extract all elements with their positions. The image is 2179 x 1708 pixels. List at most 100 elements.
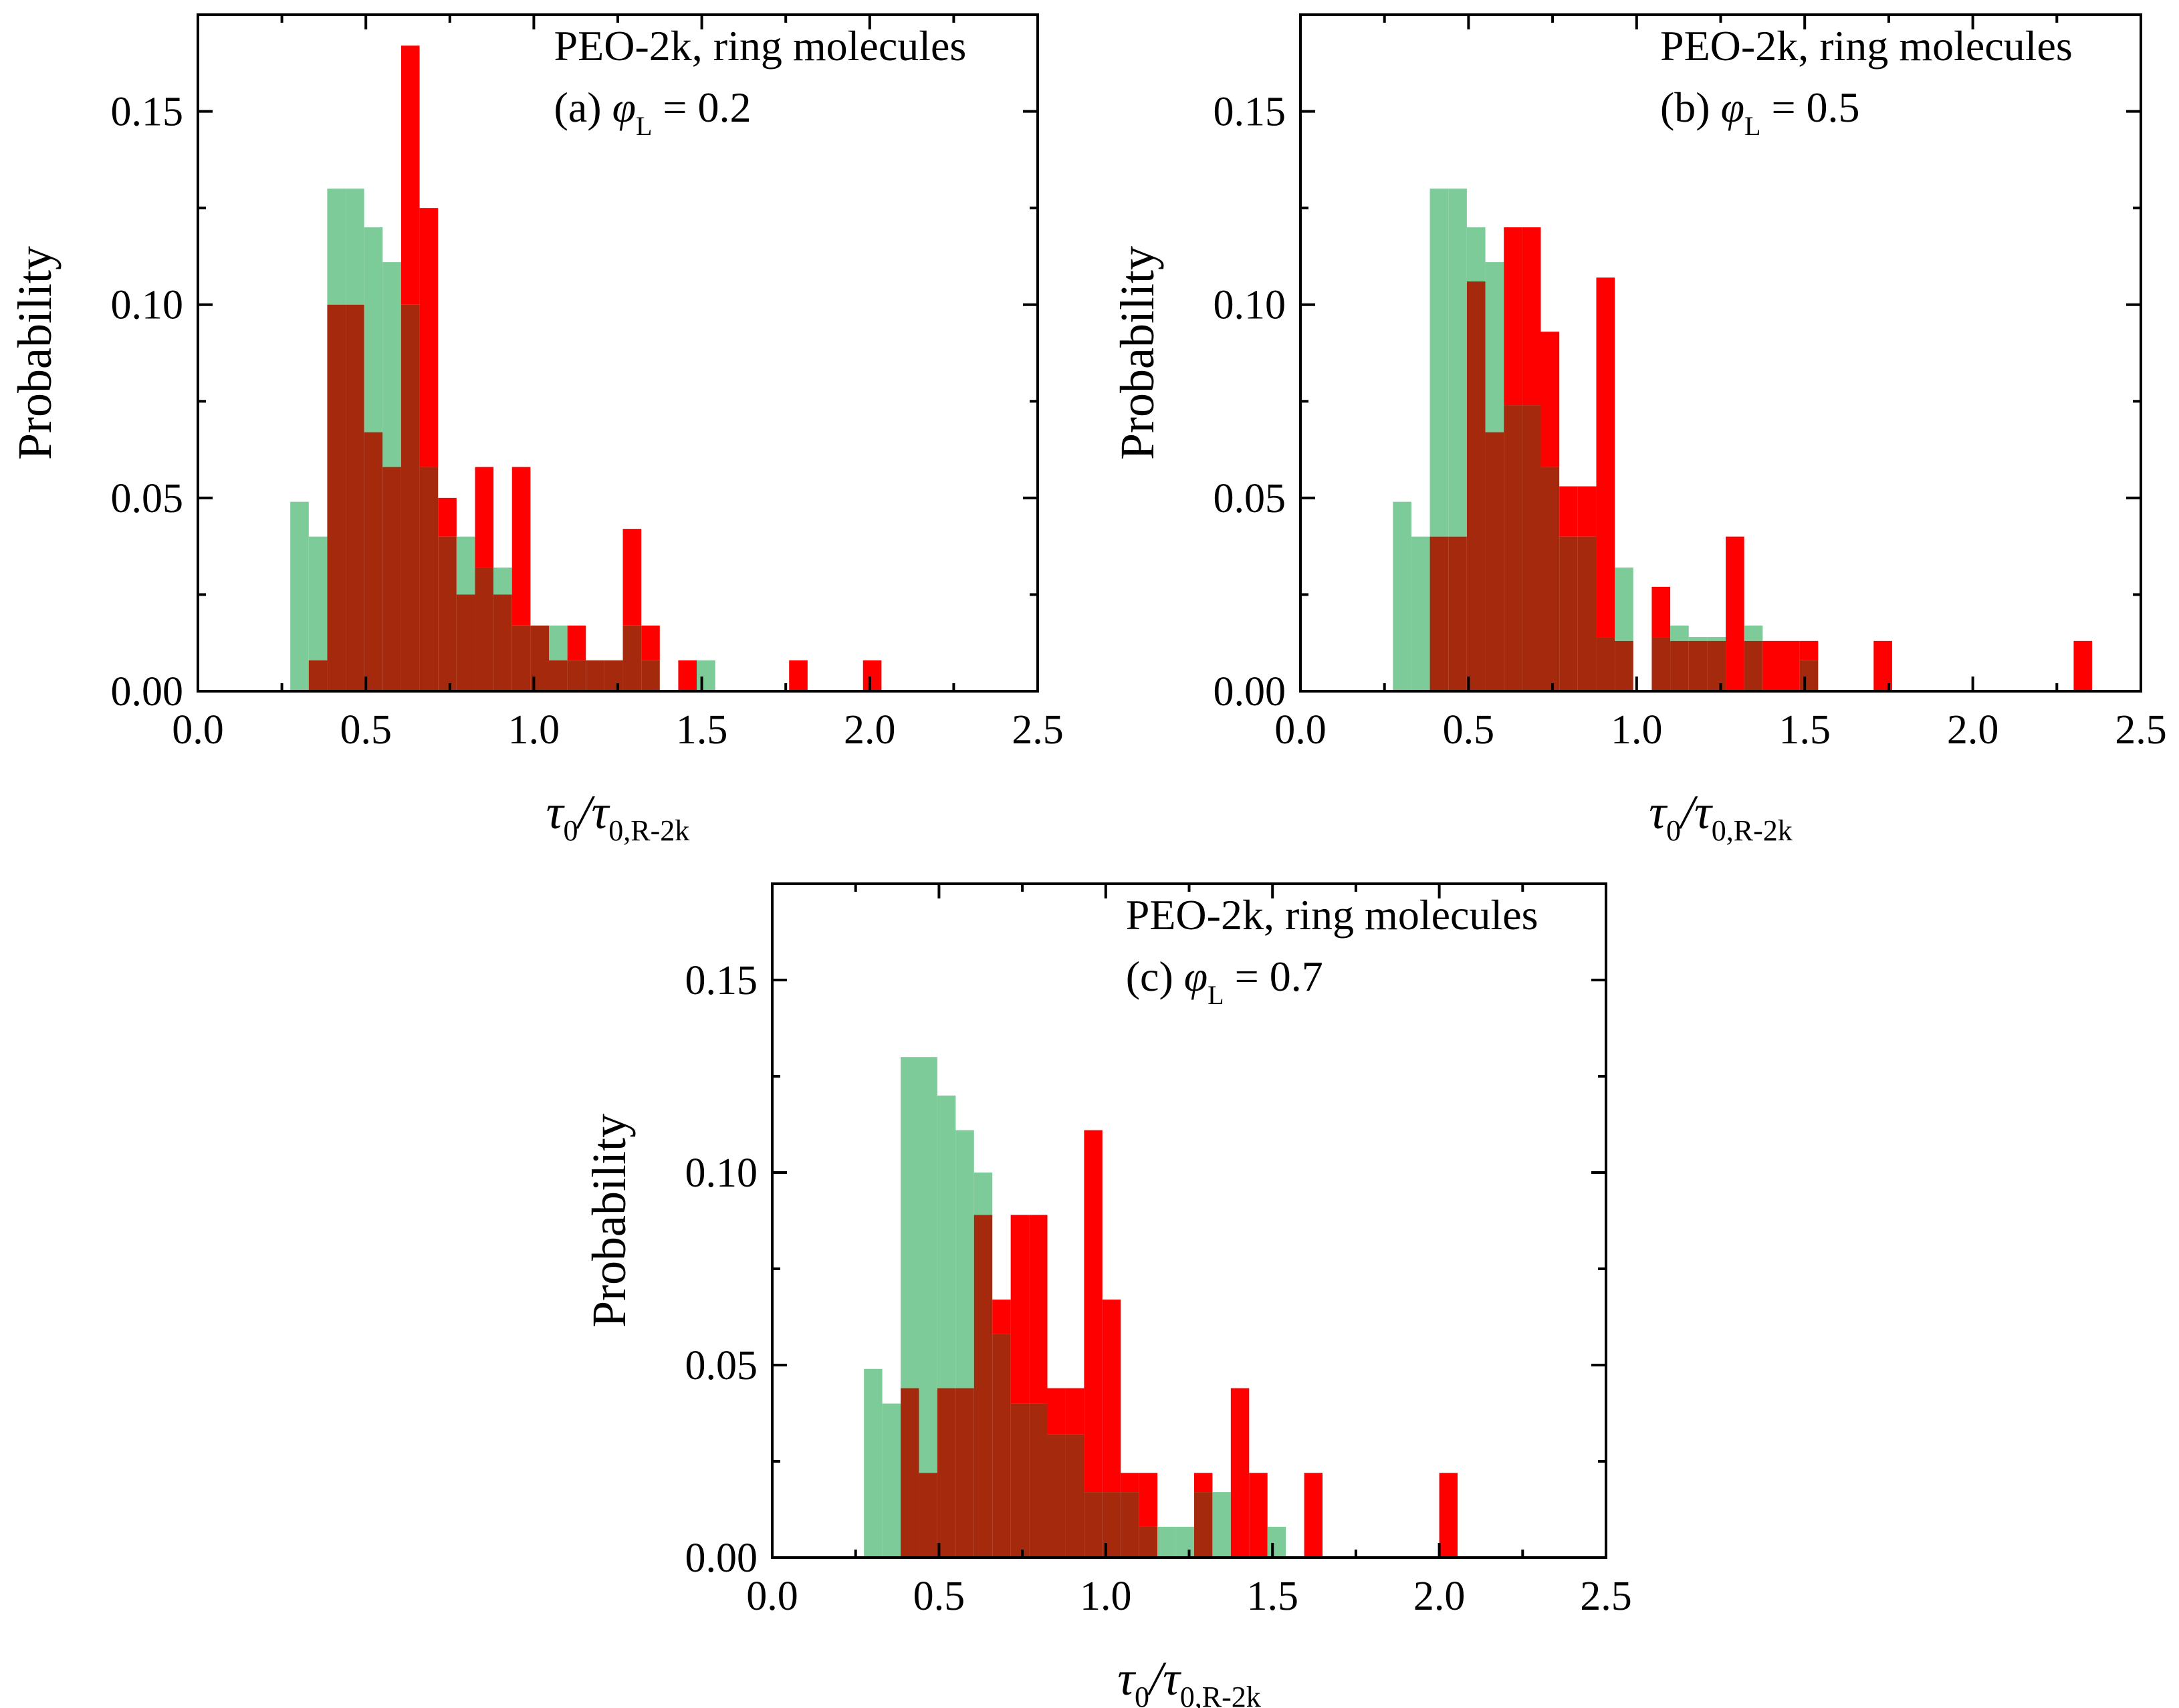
x-label-sub-ref: 0,R-2k: [1180, 1681, 1261, 1708]
bar-green: [1615, 567, 1633, 641]
bar-green: [456, 536, 475, 595]
x-tick-label: 2.5: [2115, 707, 2167, 753]
bar-overlap: [475, 567, 494, 691]
annotation-fraction: (b) φL = 0.5: [1660, 84, 1860, 141]
bar-red: [1439, 1473, 1458, 1558]
bar-overlap: [586, 660, 604, 691]
annotation-phi: φ: [1184, 953, 1208, 1000]
bar-green: [382, 262, 401, 467]
bar-overlap: [1429, 536, 1449, 691]
x-axis-label: τ0/τ0,R-2k: [1649, 785, 1793, 847]
bar-overlap: [1065, 1434, 1084, 1558]
bar-green: [1411, 536, 1430, 691]
x-label-tau: τ: [1649, 785, 1668, 839]
bar-overlap: [1688, 640, 1708, 691]
annotation-sub-l: L: [636, 111, 652, 141]
bar-red: [1540, 332, 1560, 467]
bar-red: [992, 1300, 1011, 1334]
bar-overlap: [456, 594, 475, 691]
annotation-title: PEO-2k, ring molecules: [554, 22, 967, 70]
bar-red: [678, 660, 697, 691]
bar-overlap: [346, 304, 364, 691]
bar-red: [1762, 640, 1782, 691]
bar-overlap: [955, 1388, 974, 1558]
bar-red: [1084, 1130, 1103, 1493]
annotation-panel-tag: (a): [554, 84, 612, 131]
y-tick-label: 0.05: [1214, 476, 1286, 521]
bar-overlap: [1744, 640, 1763, 691]
bar-overlap: [1707, 640, 1726, 691]
x-tick-label: 1.0: [508, 707, 560, 753]
y-tick-label: 0.00: [111, 669, 184, 715]
annotation-fraction: (a) φL = 0.2: [554, 84, 752, 141]
bar-red: [1781, 640, 1800, 691]
bar-overlap: [1047, 1434, 1066, 1558]
x-tick-label: 0.0: [172, 707, 224, 753]
x-axis-label: τ0/τ0,R-2k: [1117, 1652, 1261, 1708]
annotation-sub-l: L: [1208, 980, 1224, 1010]
x-label-sub-0: 0: [1666, 814, 1681, 847]
annotation-panel-tag: (c): [1126, 953, 1184, 1000]
bar-green: [308, 536, 328, 660]
x-tick-label: 2.5: [1580, 1574, 1632, 1619]
bar-green: [1670, 625, 1689, 641]
annotation-value: = 0.5: [1760, 84, 1859, 131]
bar-green: [937, 1095, 956, 1388]
y-axis-label: Probability: [582, 1114, 636, 1328]
bar-green: [1707, 637, 1726, 641]
bar-green: [1157, 1526, 1176, 1558]
annotation-sub-l: L: [1744, 111, 1760, 141]
bar-red: [1596, 277, 1615, 638]
bar-overlap: [1651, 637, 1671, 691]
y-tick-label: 0.10: [111, 283, 184, 328]
annotation-panel-tag: (b): [1660, 84, 1721, 131]
bar-overlap: [382, 467, 401, 691]
x-tick-label: 2.0: [1947, 707, 1999, 753]
y-axis-label: Probability: [8, 246, 62, 460]
bar-red: [1304, 1473, 1323, 1558]
bar-green: [364, 227, 383, 433]
bar-red: [1139, 1473, 1158, 1527]
bar-green: [1175, 1526, 1194, 1558]
x-tick-label: 1.0: [1080, 1574, 1132, 1619]
bar-red: [1559, 486, 1578, 537]
bar-green: [973, 1173, 993, 1215]
panel-b: 0.00 0.05 0.10 0.15 0.0 0.5 1.0 1.5 2.0 2.5 Probab…: [1111, 13, 2167, 847]
x-tick-label: 1.5: [1779, 707, 1831, 753]
bar-red: [1230, 1388, 1250, 1558]
bar-overlap: [327, 304, 346, 691]
bar-overlap: [549, 660, 568, 691]
x-tick-label: 0.5: [340, 707, 392, 753]
bar-green: [919, 1057, 937, 1473]
bar-overlap: [1577, 536, 1597, 691]
bar-green: [1393, 501, 1411, 691]
annotation-value: = 0.7: [1224, 953, 1323, 1000]
bar-red: [567, 625, 586, 660]
x-label-tau: τ: [546, 785, 565, 839]
bar-overlap: [1466, 281, 1486, 691]
bar-red: [1047, 1388, 1066, 1435]
panel-c: 0.00 0.05 0.10 0.15 0.0 0.5 1.0 1.5 2.0 2.5 Probab…: [582, 882, 1632, 1708]
bar-overlap: [919, 1473, 937, 1558]
bar-red: [475, 467, 494, 568]
bar-green: [493, 567, 512, 595]
x-label-sub-0: 0: [564, 814, 578, 847]
bar-green: [327, 189, 346, 305]
x-tick-label: 1.0: [1611, 707, 1663, 753]
bar-green: [901, 1057, 919, 1388]
y-tick-label: 0.00: [685, 1536, 758, 1581]
bar-green: [1466, 227, 1486, 282]
bar-green: [1212, 1492, 1231, 1558]
bar-red: [641, 625, 660, 660]
bar-overlap: [901, 1388, 919, 1558]
x-label-slash-tau: /τ: [576, 785, 610, 839]
x-tick-label: 0.0: [746, 1574, 798, 1619]
bar-green: [955, 1130, 974, 1388]
bar-overlap: [1029, 1403, 1048, 1558]
bars-b: [1393, 189, 2093, 691]
bar-overlap: [1522, 405, 1541, 691]
x-axis-label: τ0/τ0,R-2k: [546, 785, 690, 847]
bar-green: [549, 625, 568, 660]
y-tick-label: 0.05: [685, 1343, 758, 1388]
